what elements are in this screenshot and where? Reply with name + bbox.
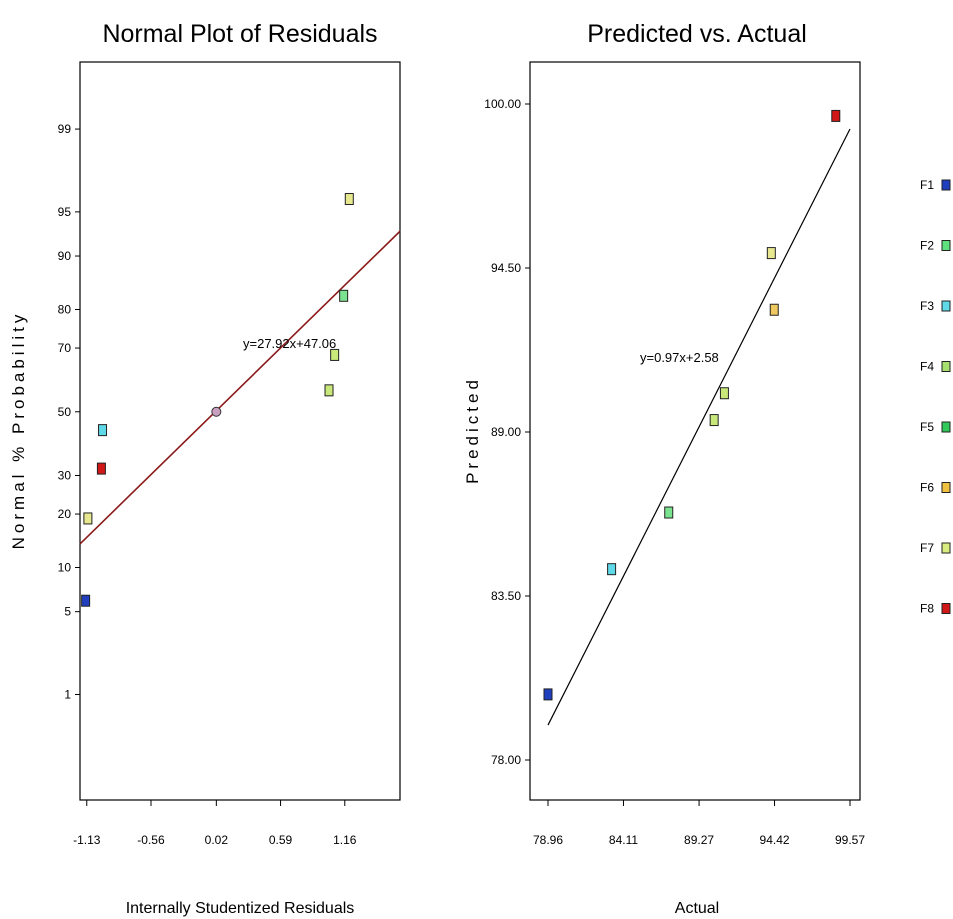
right-point-f8 [831,109,841,122]
right-x-axis: 78.96 84.11 89.27 94.42 99.57 [533,800,865,847]
legend-label: F3 [920,299,934,313]
left-x-axis: -1.13 -0.56 0.02 0.59 1.16 [73,800,357,847]
legend-swatch [941,542,951,554]
left-y-tick-label: 50 [58,405,72,419]
right-equation: y=0.97x+2.58 [640,350,719,365]
left-y-axis: 1 5 10 20 30 50 70 80 90 95 99 [58,122,80,701]
right-point-f6 [769,303,779,316]
left-chart-title: Normal Plot of Residuals [102,20,377,48]
right-x-tick-label: 84.11 [609,833,638,847]
left-x-tick-label: 0.02 [205,833,229,847]
left-x-tick-label: -0.56 [137,833,165,847]
left-y-tick-label: 20 [58,507,72,521]
right-y-tick-label: 89.00 [491,425,521,439]
right-y-tick-label: 94.50 [491,261,521,275]
left-point-f1 [81,594,91,607]
right-x-axis-label: Actual [675,900,719,917]
left-point-center [211,406,222,417]
right-point-f7 [766,247,776,260]
right-x-tick-label: 94.42 [760,833,790,847]
left-y-tick-label: 80 [58,302,72,316]
left-y-tick-label: 30 [58,468,72,482]
legend-item-f6: F6 [920,481,951,495]
right-plot-frame [529,61,861,801]
right-y-tick-label: 83.50 [491,589,521,603]
legend-swatch [941,361,951,372]
legend-item-f4: F4 [920,360,951,374]
left-x-tick-label: 1.16 [333,833,357,847]
right-point-f2 [664,506,674,519]
right-point-f3 [607,563,617,576]
normal-plot-chart: Normal Plot of Residuals 1 5 10 20 30 50 70 80 9… [9,20,401,917]
right-point-f1 [543,688,553,701]
left-y-tick-label: 1 [64,687,71,701]
left-point-f7 [344,193,354,206]
left-x-axis-label: Internally Studentized Residuals [126,900,355,917]
right-fit-line-group [547,128,851,726]
legend-swatch [941,603,951,614]
left-y-tick-label: 95 [58,205,72,219]
legend-item-f2: F2 [920,239,951,253]
right-y-axis-label: Predicted [463,376,482,484]
left-fit-line-group [79,230,401,545]
left-point-f3 [98,424,108,437]
right-x-tick-label: 99.57 [835,833,865,847]
left-point-f8 [96,462,106,475]
legend-label: F8 [920,602,934,616]
right-fit-line [547,128,851,726]
left-point-f7 [83,512,93,525]
left-point-f4 [330,348,340,361]
legend-swatch [941,421,951,433]
right-x-tick-label: 89.27 [684,833,714,847]
left-x-tick-label: -1.13 [73,833,101,847]
legend-item-f3: F3 [920,299,951,313]
legend-label: F4 [920,360,934,374]
legend-item-f8: F8 [920,602,951,616]
right-point-f4 [709,414,719,427]
left-y-tick-label: 10 [58,561,72,575]
predicted-vs-actual-chart: Predicted vs. Actual 78.00 83.50 89.00 94.5… [463,20,865,917]
legend-swatch [941,240,951,251]
legend-item-f5: F5 [920,420,951,434]
left-points [81,193,354,607]
legend-label: F7 [920,541,934,555]
right-y-axis: 78.00 83.50 89.00 94.50 100.00 [484,97,530,767]
right-y-tick-label: 78.00 [491,753,521,767]
right-chart-title: Predicted vs. Actual [587,20,807,48]
left-equation: y=27.92x+47.06 [243,336,336,351]
right-x-tick-label: 78.96 [533,833,563,847]
left-y-tick-label: 70 [58,341,72,355]
legend-label: F1 [920,178,934,192]
left-x-tick-label: 0.59 [269,833,293,847]
legend-swatch [941,482,951,493]
left-fit-line [79,230,401,545]
legend: F1 F2 F3 F4 F5 F6 F7 F8 [920,178,951,616]
left-point-f5 [339,289,349,302]
left-y-tick-label: 99 [58,122,72,136]
right-y-tick-label: 100.00 [484,97,521,111]
legend-swatch [941,179,951,191]
left-y-tick-label: 5 [64,605,71,619]
left-plot-frame [79,61,401,801]
legend-label: F6 [920,481,934,495]
legend-item-f1: F1 [920,178,951,192]
right-point-f4 [719,387,729,400]
legend-item-f7: F7 [920,541,951,555]
left-y-tick-label: 90 [58,249,72,263]
right-points [543,109,841,701]
left-point-f4 [324,384,334,397]
legend-label: F2 [920,239,934,253]
legend-label: F5 [920,420,934,434]
left-y-axis-label: Normal % Probability [9,311,28,550]
legend-swatch [941,300,951,312]
